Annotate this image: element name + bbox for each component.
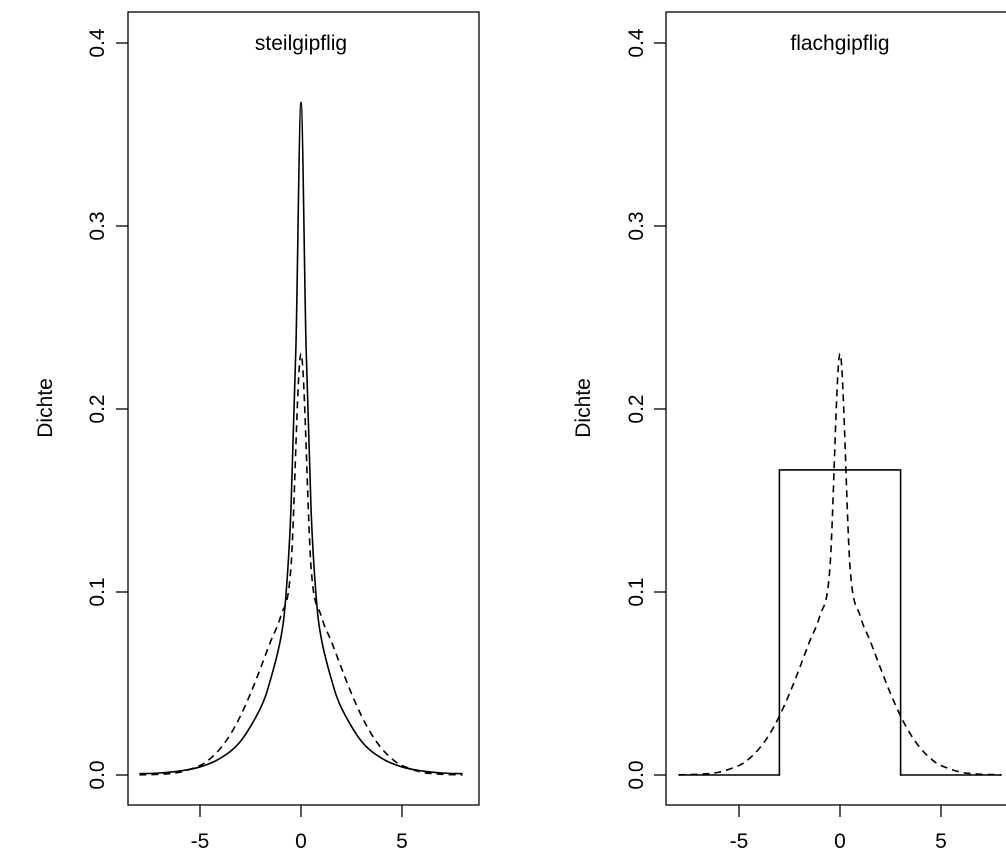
y-tick-label: 0.2: [625, 394, 648, 423]
panel-flachgipflig: flachgipflig Dichte -5 0 5 0.0 0.1 0.2 0…: [572, 11, 1006, 853]
solid-density-line: [678, 469, 1002, 776]
x-tick-label: 5: [396, 830, 408, 853]
plot-frame: [665, 11, 1006, 806]
dashed-density-line: [139, 352, 463, 776]
y-tick-label: 0.1: [86, 577, 109, 606]
panel-title: steilgipflig: [255, 32, 347, 55]
x-tick-label: -5: [191, 830, 210, 853]
y-tick-label: 0.0: [86, 760, 109, 789]
x-tick-labels: -5 0 5: [730, 830, 947, 853]
axis-ticks: [654, 42, 942, 817]
x-tick-label: 0: [295, 830, 307, 853]
series-group: [139, 101, 463, 776]
y-tick-label: 0.0: [625, 760, 648, 789]
y-tick-label: 0.4: [625, 28, 648, 58]
y-tick-labels: 0.0 0.1 0.2 0.3 0.4: [625, 28, 648, 790]
x-tick-label: 5: [935, 830, 947, 853]
y-tick-labels: 0.0 0.1 0.2 0.3 0.4: [86, 28, 109, 790]
dashed-density-line: [678, 352, 1002, 776]
y-tick-label: 0.4: [86, 28, 109, 58]
series-group: [678, 352, 1002, 776]
solid-density-line: [139, 101, 463, 775]
axis-ticks: [116, 42, 403, 817]
y-tick-label: 0.1: [625, 577, 648, 606]
panel-steilgipflig: steilgipflig Dichte -5 0 5 0.0 0.1 0.2 0…: [34, 11, 480, 853]
y-tick-label: 0.3: [86, 211, 109, 240]
x-tick-labels: -5 0 5: [191, 830, 408, 853]
x-tick-label: 0: [834, 830, 846, 853]
panel-title: flachgipflig: [790, 32, 889, 55]
plot-frame: [127, 11, 480, 806]
x-tick-label: -5: [730, 830, 749, 853]
y-tick-label: 0.3: [625, 211, 648, 240]
y-axis-label: Dichte: [572, 378, 595, 438]
y-tick-label: 0.2: [86, 394, 109, 423]
y-axis-label: Dichte: [34, 378, 57, 438]
